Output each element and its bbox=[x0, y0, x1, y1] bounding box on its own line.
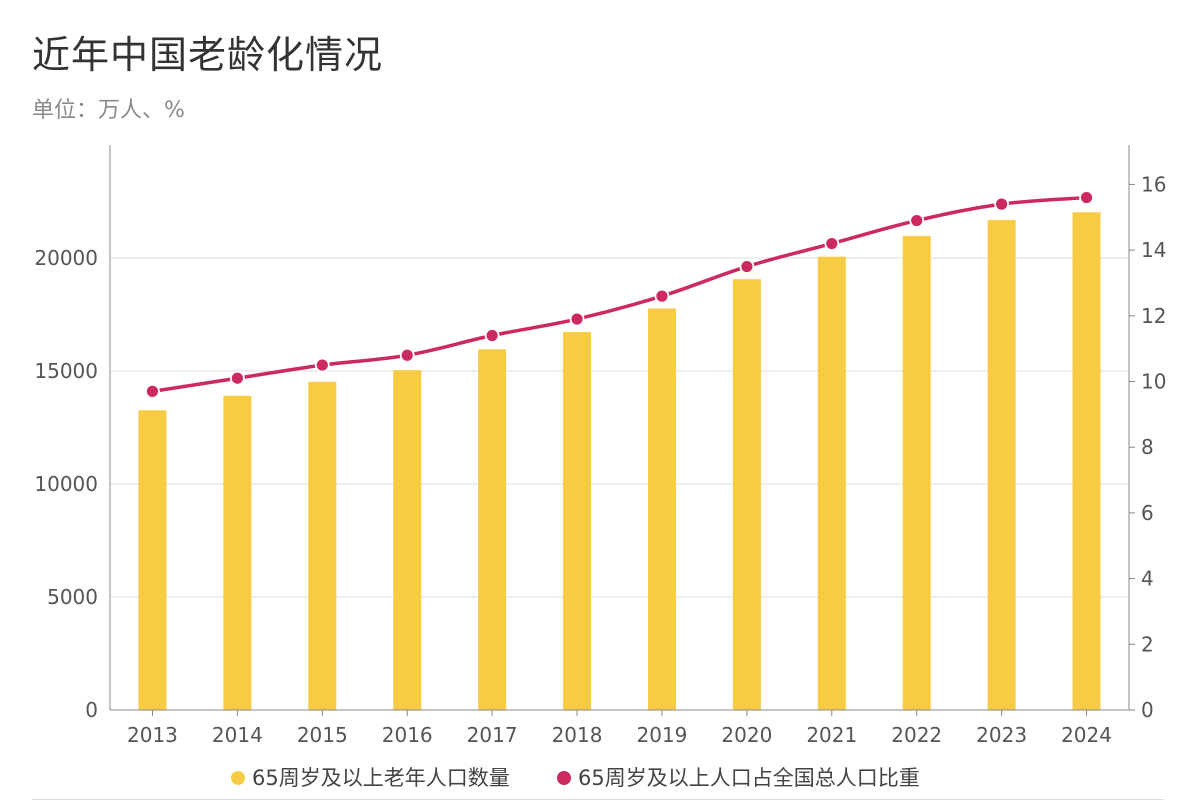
right-tick-label: 2 bbox=[1141, 632, 1154, 656]
line-point bbox=[994, 196, 1010, 212]
right-tick-label: 8 bbox=[1141, 435, 1154, 459]
x-tick-label: 2013 bbox=[127, 723, 178, 747]
left-tick-label: 5000 bbox=[47, 585, 98, 609]
bar bbox=[987, 220, 1016, 710]
right-tick-label: 4 bbox=[1141, 567, 1154, 591]
legend-label-bar: 65周岁及以上老年人口数量 bbox=[252, 766, 510, 790]
left-tick-label: 20000 bbox=[34, 246, 98, 270]
bar bbox=[393, 370, 422, 710]
line-point bbox=[314, 357, 330, 373]
right-tick-label: 12 bbox=[1141, 304, 1166, 328]
right-axis-ticks: 0 2 4 6 8 10 12 14 16 bbox=[1129, 172, 1166, 722]
legend-marker-line bbox=[557, 771, 571, 785]
bar bbox=[223, 395, 252, 710]
right-tick-label: 16 bbox=[1141, 172, 1166, 196]
left-tick-label: 10000 bbox=[34, 472, 98, 496]
x-tick-label: 2015 bbox=[297, 723, 348, 747]
x-tick-label: 2014 bbox=[212, 723, 263, 747]
bar bbox=[647, 308, 676, 710]
line-point bbox=[399, 347, 415, 363]
x-tick-label: 2017 bbox=[467, 723, 518, 747]
line-point bbox=[569, 311, 585, 327]
legend: 65周岁及以上老年人口数量 65周岁及以上人口占全国总人口比重 bbox=[231, 766, 920, 790]
line-point bbox=[654, 288, 670, 304]
bar bbox=[478, 349, 507, 710]
x-tick-label: 2018 bbox=[552, 723, 603, 747]
right-tick-label: 14 bbox=[1141, 238, 1166, 262]
line-point bbox=[145, 383, 160, 399]
bar bbox=[732, 279, 761, 710]
axes bbox=[109, 145, 1130, 711]
x-tick-label: 2024 bbox=[1061, 723, 1112, 747]
legend-marker-bar bbox=[231, 771, 245, 785]
x-tick-label: 2021 bbox=[806, 723, 857, 747]
line-point bbox=[824, 236, 840, 251]
chart-title: 近年中国老龄化情况 bbox=[32, 33, 384, 77]
bar bbox=[308, 381, 337, 710]
x-axis-ticks: 2013 2014 2015 2016 2017 2018 2019 2020 2021 2022… bbox=[127, 710, 1112, 747]
left-tick-label: 0 bbox=[85, 698, 98, 722]
bar bbox=[563, 332, 592, 710]
line-point bbox=[909, 213, 925, 228]
series-line bbox=[152, 195, 1087, 394]
line-series bbox=[145, 190, 1094, 399]
line-point bbox=[229, 370, 245, 386]
x-tick-label: 2016 bbox=[382, 723, 433, 747]
x-tick-label: 2023 bbox=[976, 723, 1027, 747]
left-tick-label: 15000 bbox=[34, 359, 98, 383]
right-tick-label: 0 bbox=[1141, 698, 1154, 722]
bottom-divider bbox=[32, 799, 1164, 800]
bar-series bbox=[138, 212, 1101, 710]
line-point bbox=[739, 259, 755, 274]
bar bbox=[902, 235, 931, 710]
right-tick-label: 10 bbox=[1141, 370, 1166, 394]
line-point bbox=[1079, 190, 1094, 205]
x-tick-label: 2019 bbox=[637, 723, 688, 747]
left-axis-ticks: 0 5000 10000 15000 20000 bbox=[34, 246, 98, 722]
chart-subtitle: 单位：万人、% bbox=[32, 98, 185, 123]
x-tick-label: 2022 bbox=[891, 723, 942, 747]
line-point bbox=[484, 328, 500, 343]
gridlines bbox=[110, 257, 1129, 598]
legend-label-line: 65周岁及以上人口占全国总人口比重 bbox=[578, 766, 920, 790]
bar bbox=[138, 410, 167, 710]
bar bbox=[817, 256, 846, 710]
right-tick-label: 6 bbox=[1141, 501, 1154, 525]
bar bbox=[1072, 212, 1101, 710]
x-tick-label: 2020 bbox=[721, 723, 772, 747]
